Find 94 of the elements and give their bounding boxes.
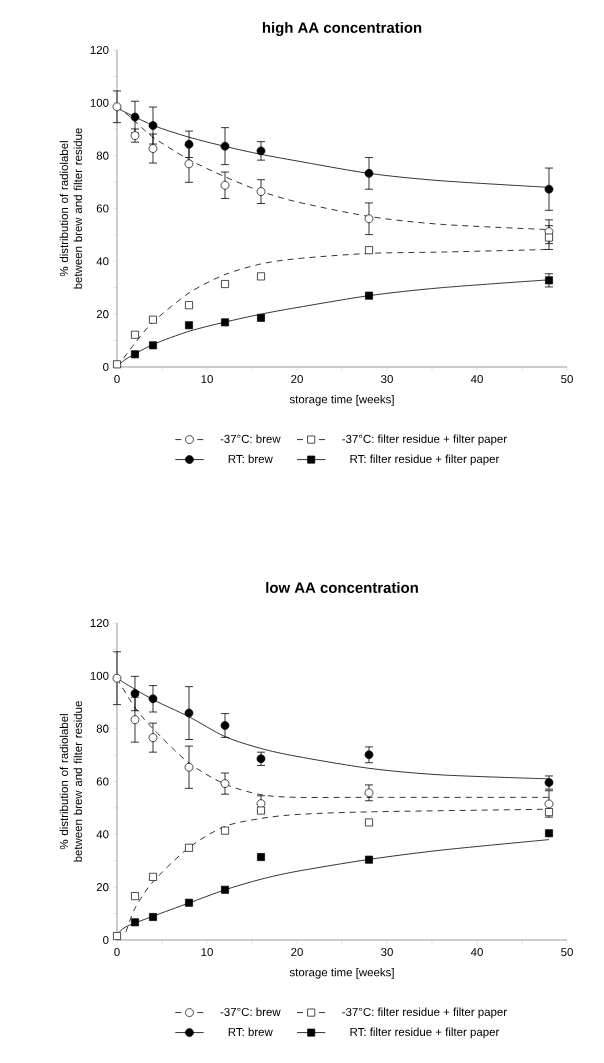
point xyxy=(148,733,158,742)
y-tick-label: 120 xyxy=(90,618,109,628)
legend-label: -37°C: filter residue + filter paper xyxy=(342,434,507,446)
point xyxy=(257,806,265,815)
legend-label: RT: brew xyxy=(228,454,273,463)
point xyxy=(185,843,193,852)
y-tick-label: 60 xyxy=(96,777,109,786)
point xyxy=(130,715,140,725)
point xyxy=(184,708,194,718)
point xyxy=(131,330,139,339)
chart-title: high AA concentration xyxy=(262,22,422,36)
point xyxy=(364,169,374,178)
point xyxy=(220,141,230,151)
point xyxy=(148,121,158,130)
point xyxy=(131,892,139,901)
point xyxy=(257,853,265,861)
y-tick-label: 20 xyxy=(96,883,109,892)
point xyxy=(364,788,374,798)
x-tick-label: 30 xyxy=(381,375,393,384)
x-tick-label: 40 xyxy=(470,375,483,384)
point xyxy=(131,918,139,927)
x-axis-title: storage time [weeks] xyxy=(289,394,394,406)
y-tick-label: 40 xyxy=(96,830,109,839)
point xyxy=(220,721,230,730)
y-tick-label: 100 xyxy=(90,671,109,680)
point xyxy=(365,818,373,827)
point xyxy=(257,272,265,281)
y-tick-label: 40 xyxy=(96,257,109,266)
point xyxy=(112,673,122,683)
x-tick-label: 30 xyxy=(381,948,393,957)
point xyxy=(221,318,229,327)
y-tick-label: 80 xyxy=(96,151,109,160)
point xyxy=(365,855,373,864)
point xyxy=(149,872,157,881)
point xyxy=(221,826,229,835)
legend-label: -37°C: filter residue + filter paper xyxy=(342,1007,507,1019)
x-tick-label: 20 xyxy=(291,948,303,957)
x-tick-label: 20 xyxy=(291,375,303,384)
point xyxy=(130,112,140,122)
point xyxy=(185,301,193,310)
point xyxy=(149,315,157,324)
point xyxy=(148,694,158,704)
point xyxy=(149,913,157,921)
point xyxy=(544,799,554,809)
x-axis-title: storage time [weeks] xyxy=(289,967,394,979)
point xyxy=(364,214,374,224)
x-tick-label: 50 xyxy=(561,948,573,957)
legend-label: RT: brew xyxy=(228,1027,273,1036)
y-axis-title: % distribution of radiolabel between brew and filter residue xyxy=(59,701,83,862)
point xyxy=(185,321,193,330)
point xyxy=(149,341,157,350)
y-tick-label: 20 xyxy=(96,310,109,319)
y-tick-label: 80 xyxy=(96,724,109,733)
point xyxy=(257,313,265,322)
point xyxy=(184,139,194,149)
point xyxy=(131,350,139,359)
x-tick-label: 10 xyxy=(201,375,213,384)
point xyxy=(113,932,121,940)
y-tick-label: 0 xyxy=(103,362,109,372)
point xyxy=(365,246,373,255)
point xyxy=(220,180,230,190)
y-axis-title: % distribution of radiolabel between brew and filter residue xyxy=(59,128,83,289)
y-tick-label: 0 xyxy=(103,935,109,945)
point xyxy=(112,102,122,112)
y-tick-label: 120 xyxy=(90,45,109,55)
point xyxy=(113,360,121,369)
point xyxy=(221,885,229,894)
point xyxy=(220,779,230,788)
point xyxy=(185,898,193,907)
point xyxy=(544,184,554,194)
x-tick-label: 10 xyxy=(201,948,213,957)
point xyxy=(545,233,553,242)
legend-label: RT: filter residue + filter paper xyxy=(350,1027,500,1039)
point xyxy=(184,762,194,772)
point xyxy=(130,689,140,698)
point xyxy=(545,829,553,838)
point xyxy=(545,808,553,817)
y-tick-label: 100 xyxy=(90,98,109,107)
y-tick-label: 60 xyxy=(96,204,109,213)
point xyxy=(148,144,158,153)
x-tick-label: 0 xyxy=(114,375,120,384)
point xyxy=(256,187,266,196)
point xyxy=(256,146,266,156)
legend-label: RT: filter residue + filter paper xyxy=(350,454,500,466)
legend-label: -37°C: brew xyxy=(220,1007,281,1016)
point xyxy=(221,280,229,288)
chart-title: low AA concentration xyxy=(266,582,418,593)
point xyxy=(365,291,373,300)
point xyxy=(364,750,374,760)
point xyxy=(184,159,194,169)
x-tick-label: 0 xyxy=(114,948,120,957)
legend-label: -37°C: brew xyxy=(220,434,281,443)
x-tick-label: 40 xyxy=(470,948,483,957)
x-tick-label: 50 xyxy=(561,375,573,384)
